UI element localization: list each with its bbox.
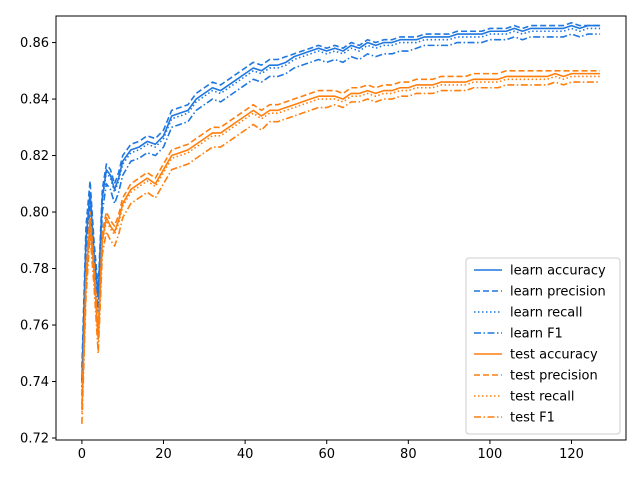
x-tick-label: 100 — [478, 447, 503, 462]
y-tick-label: 0.78 — [20, 262, 49, 277]
x-tick-label: 20 — [155, 447, 172, 462]
x-tick-label: 120 — [559, 447, 584, 462]
x-axis: 0 20 40 60 80 100 120 — [78, 440, 584, 462]
y-tick-label: 0.74 — [20, 375, 49, 390]
series-line-test-accuracy — [81, 72, 601, 410]
legend-box — [465, 257, 621, 435]
legend-label-test-f1: test F1 — [510, 411, 555, 426]
plot-lines — [81, 21, 601, 424]
series-line-test-recall — [81, 75, 601, 413]
y-tick-label: 0.72 — [20, 432, 49, 447]
y-tick-label: 0.76 — [20, 319, 49, 334]
series-line-learn-recall — [81, 27, 601, 388]
legend: learn accuracy learn precision learn recal… — [465, 257, 621, 435]
series-line-test-f1 — [81, 81, 601, 424]
series-line-test-precision — [81, 70, 601, 405]
x-tick-label: 40 — [237, 447, 254, 462]
y-tick-label: 0.82 — [20, 149, 49, 164]
series-line-learn-precision — [81, 21, 601, 368]
y-tick-label: 0.86 — [20, 36, 49, 51]
series-line-learn-accuracy — [81, 24, 601, 382]
axes-frame — [55, 15, 627, 441]
y-tick-label: 0.80 — [20, 206, 49, 221]
x-tick-label: 60 — [318, 447, 335, 462]
legend-label-learn-precision: learn precision — [510, 285, 606, 300]
legend-label-learn-recall: learn recall — [510, 306, 582, 321]
legend-label-test-precision: test precision — [510, 369, 598, 384]
legend-label-learn-accuracy: learn accuracy — [510, 264, 606, 279]
y-axis: 0.72 0.74 0.76 0.78 0.80 0.82 0.84 0.86 — [20, 36, 56, 447]
x-tick-label: 0 — [78, 447, 86, 462]
x-tick-label: 80 — [400, 447, 417, 462]
legend-label-test-recall: test recall — [510, 390, 575, 405]
legend-label-learn-f1: learn F1 — [510, 327, 563, 342]
series-line-learn-f1 — [81, 33, 601, 396]
legend-label-test-accuracy: test accuracy — [510, 348, 598, 363]
y-tick-label: 0.84 — [20, 93, 49, 108]
